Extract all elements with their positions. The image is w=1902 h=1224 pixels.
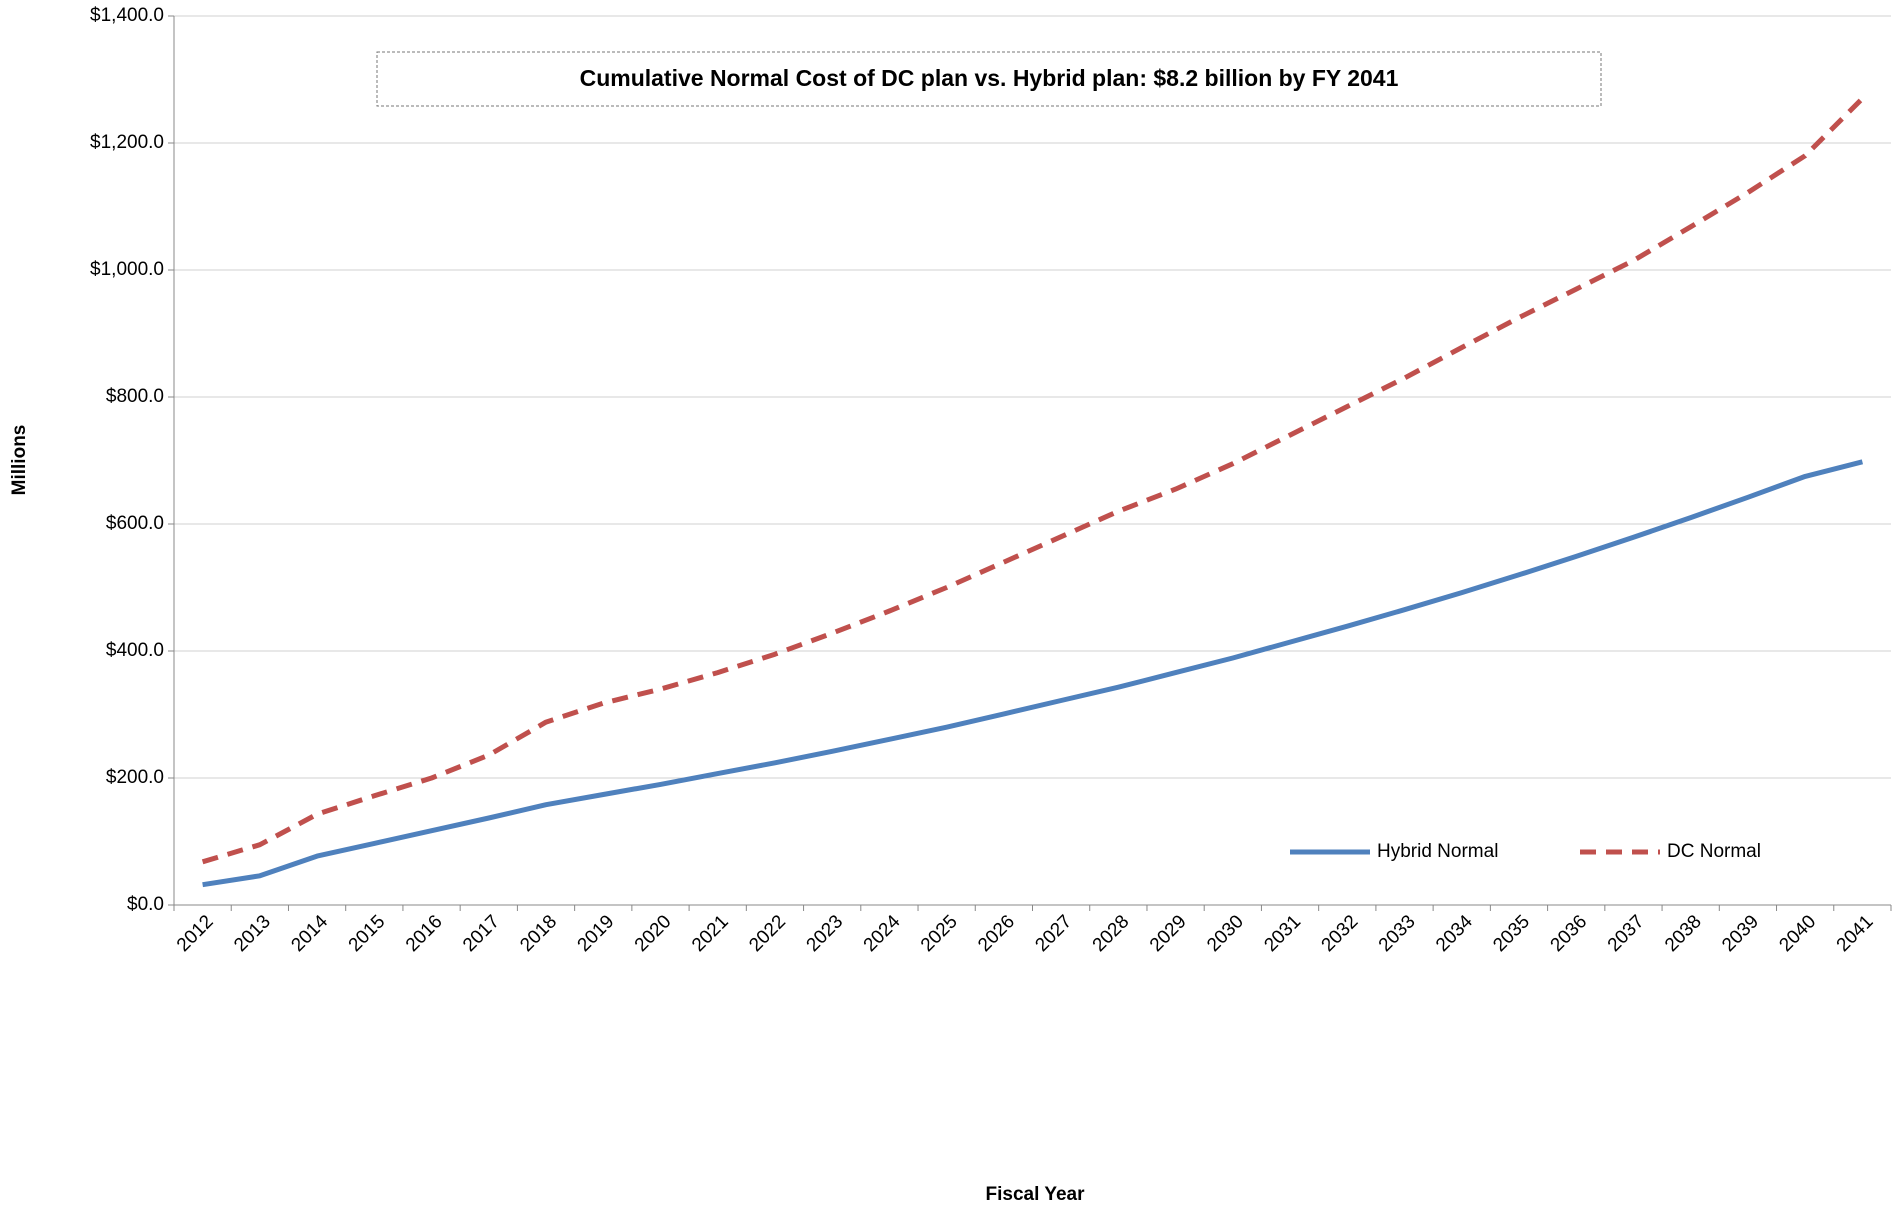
x-tick-label: 2035	[1489, 911, 1534, 956]
y-axis-label: Millions	[9, 425, 30, 496]
x-tick-label: 2036	[1547, 911, 1592, 956]
annotation: Cumulative Normal Cost of DC plan vs. Hy…	[580, 65, 1399, 91]
y-tick-label: $1,400.0	[90, 5, 164, 26]
x-tick-label: 2016	[402, 911, 447, 956]
x-tick-label: 2033	[1375, 911, 1420, 956]
y-tick-label: $1,000.0	[90, 259, 164, 280]
x-tick-label: 2029	[1146, 911, 1191, 956]
y-tick-label: $0.0	[127, 894, 164, 915]
legend-label: Hybrid Normal	[1377, 841, 1498, 862]
x-tick-label: 2022	[745, 911, 790, 956]
x-tick-label: 2026	[974, 911, 1019, 956]
x-tick-label: 2039	[1718, 911, 1763, 956]
x-tick-label: 2020	[631, 911, 676, 956]
x-tick-label: 2019	[574, 911, 619, 956]
series-line	[201, 96, 1865, 865]
x-axis-label: Fiscal Year	[986, 1184, 1086, 1205]
legend-label: DC Normal	[1667, 841, 1761, 862]
x-tick-label: 2037	[1604, 911, 1649, 956]
x-tick-label: 2015	[345, 911, 390, 956]
x-tick-label: 2030	[1203, 911, 1248, 956]
y-tick-label: $600.0	[106, 513, 164, 534]
x-tick-label: 2024	[860, 911, 905, 956]
x-tick-label: 2018	[516, 911, 561, 956]
x-tick-label: 2034	[1432, 911, 1477, 956]
annotation-box	[376, 51, 1602, 107]
x-tick-label: 2028	[1089, 911, 1134, 956]
x-tick-label: 2032	[1318, 911, 1363, 956]
x-tick-label: 2041	[1833, 911, 1878, 956]
x-tick-label: 2031	[1260, 911, 1305, 956]
x-tick-label: 2021	[688, 911, 733, 956]
x-tick-label: 2012	[173, 911, 218, 956]
x-tick-label: 2027	[1031, 911, 1076, 956]
x-tick-label: 2014	[287, 911, 332, 956]
x-tick-label: 2025	[917, 911, 962, 956]
x-tick-label: 2040	[1775, 911, 1820, 956]
y-tick-label: $200.0	[106, 767, 164, 788]
x-tick-label: 2023	[803, 911, 848, 956]
series-line	[202, 459, 1864, 888]
y-tick-label: $1,200.0	[90, 132, 164, 153]
x-tick-label: 2013	[230, 911, 275, 956]
y-tick-label: $800.0	[106, 386, 164, 407]
y-tick-label: $400.0	[106, 640, 164, 661]
x-tick-label: 2038	[1661, 911, 1706, 956]
x-tick-label: 2017	[459, 911, 504, 956]
